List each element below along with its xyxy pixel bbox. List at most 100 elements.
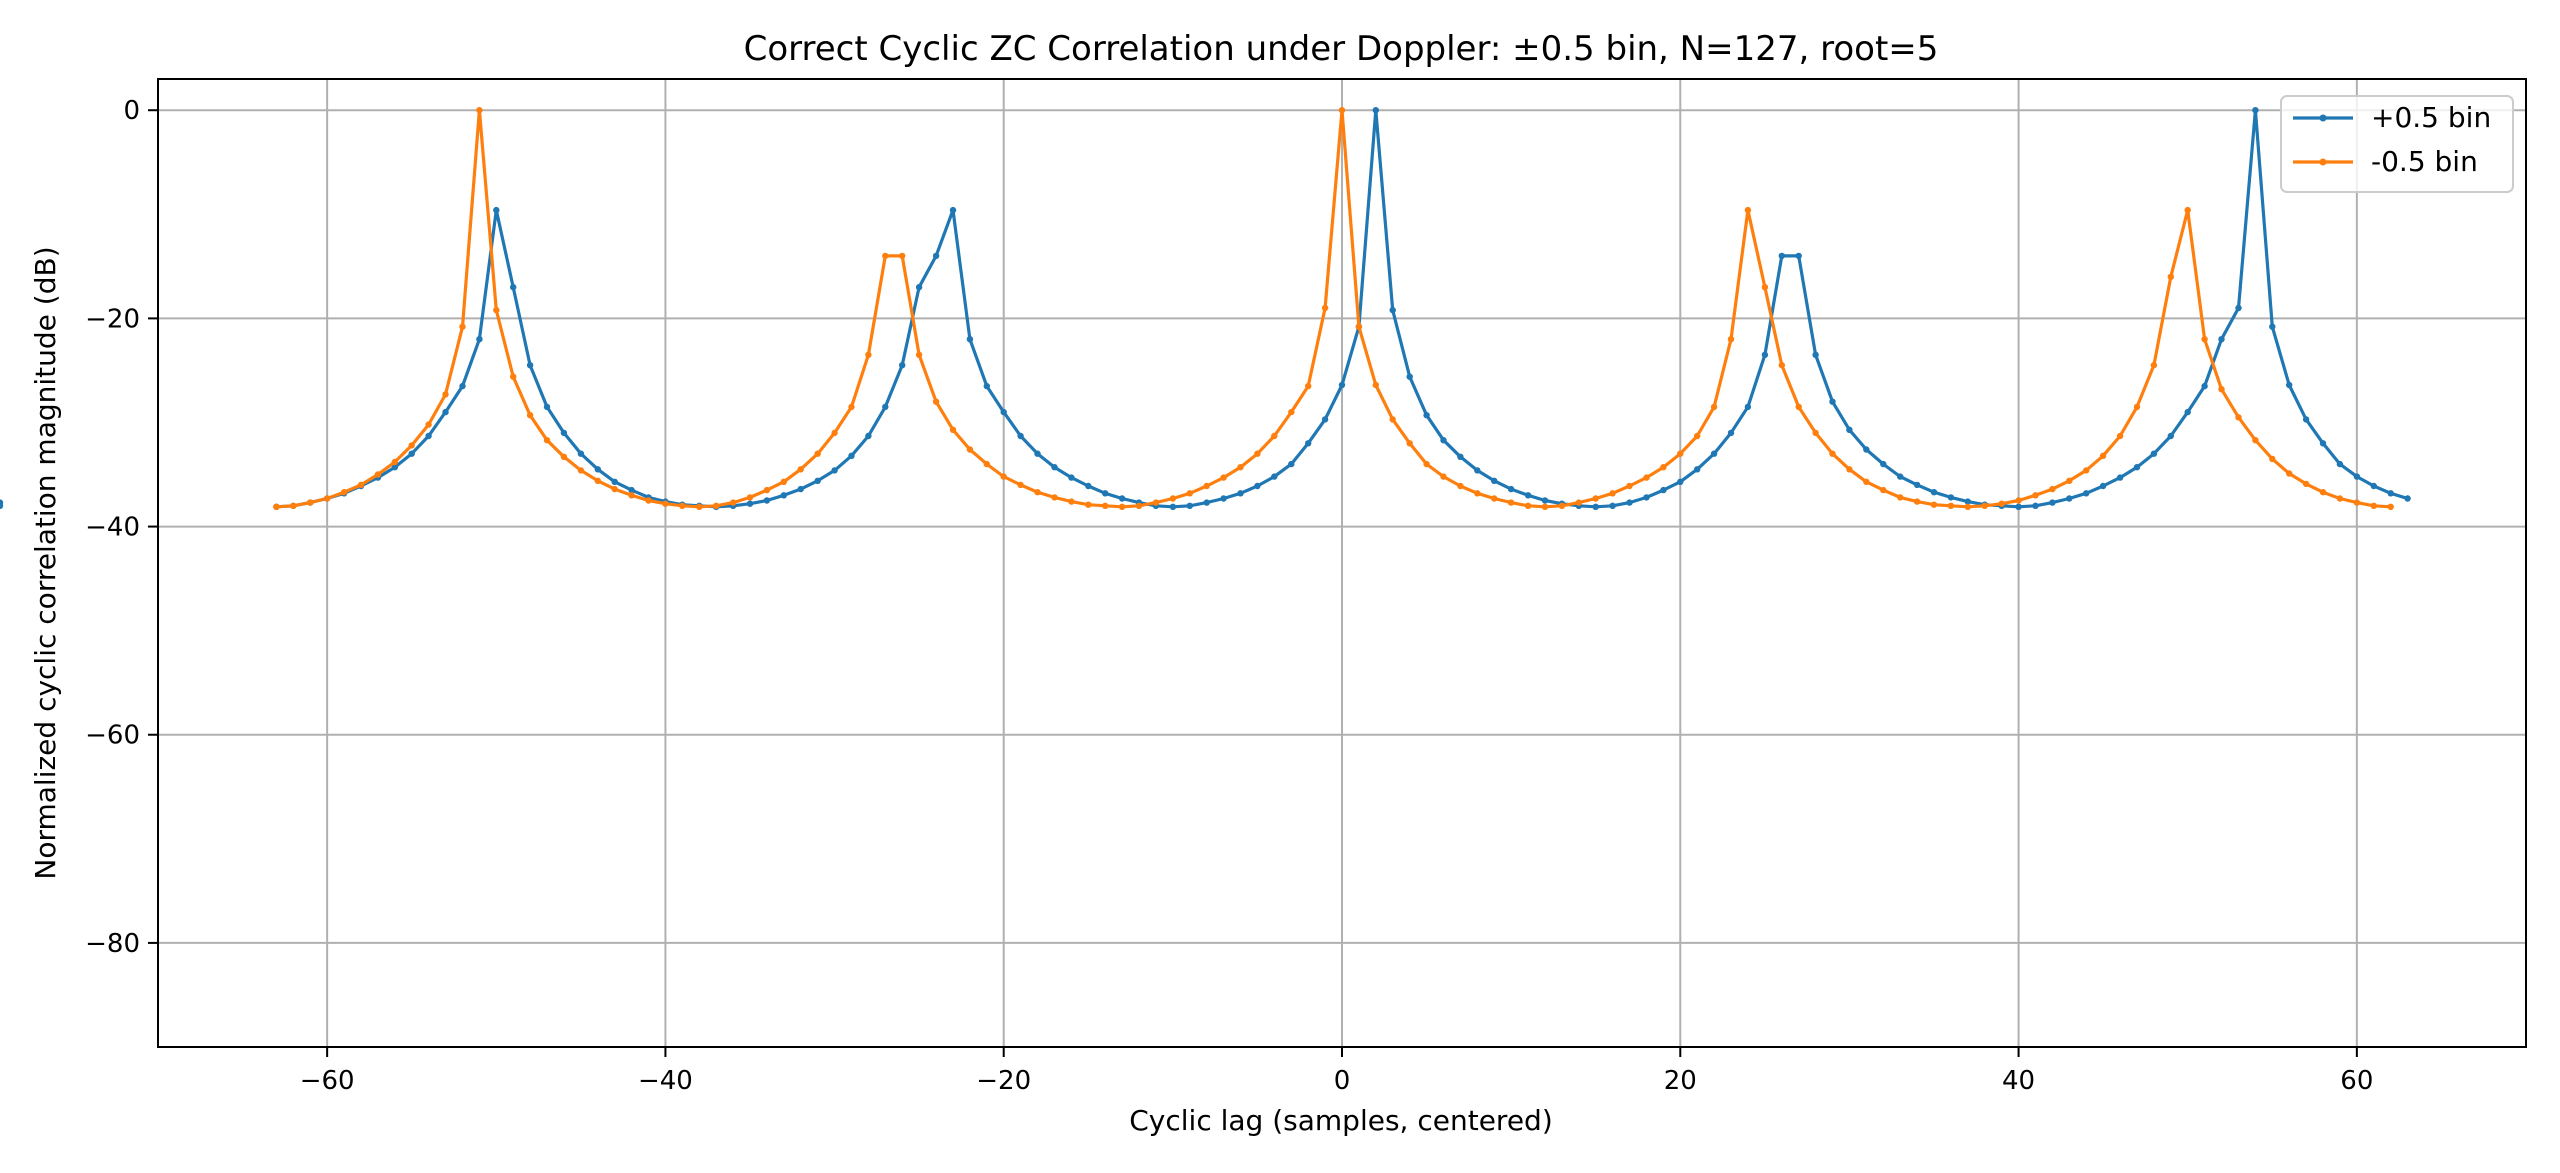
data-point <box>1947 502 1955 509</box>
data-point <box>1694 466 1701 473</box>
data-point <box>1812 351 1819 358</box>
data-point <box>1271 432 1278 440</box>
data-point <box>1930 501 1938 508</box>
data-point <box>915 351 923 358</box>
data-point <box>1609 502 1616 509</box>
data-point <box>2302 480 2310 488</box>
data-point <box>391 458 398 466</box>
data-point <box>1321 304 1329 312</box>
data-point <box>2235 304 2242 312</box>
series-minus-half-bin <box>273 107 2394 510</box>
data-point <box>1237 464 1244 471</box>
data-point <box>797 485 804 493</box>
data-point <box>1795 252 1802 260</box>
data-point <box>1017 432 1024 440</box>
data-point <box>1389 306 1396 314</box>
data-point <box>2370 482 2377 490</box>
data-point <box>2235 414 2242 421</box>
data-point <box>746 500 754 507</box>
data-point <box>1575 499 1583 506</box>
data-point <box>1389 416 1396 423</box>
data-point <box>1034 489 1041 496</box>
data-point <box>1457 482 1464 490</box>
data-point <box>2167 432 2174 440</box>
data-point <box>1440 473 1447 480</box>
data-point <box>915 284 923 291</box>
data-point <box>2269 323 2276 330</box>
x-tick-label: 60 <box>2340 1066 2373 1096</box>
data-point <box>594 477 601 484</box>
data-point <box>2387 490 2394 497</box>
data-point <box>1880 460 1887 468</box>
data-point <box>493 206 500 214</box>
data-point <box>814 450 821 457</box>
series-lines <box>0 107 2411 510</box>
data-point <box>1643 474 1650 481</box>
data-point <box>1372 381 1380 389</box>
data-point <box>1930 489 1938 496</box>
data-point <box>1051 494 1058 501</box>
data-point <box>966 446 974 453</box>
data-point <box>1778 252 1786 260</box>
data-point <box>1863 446 1870 453</box>
data-point <box>983 460 990 468</box>
y-tick-label: −80 <box>85 929 140 959</box>
data-point <box>1778 362 1786 369</box>
data-point <box>763 486 771 494</box>
data-point <box>1660 464 1667 471</box>
data-point <box>1474 490 1481 497</box>
data-point <box>2116 432 2124 440</box>
data-point <box>797 466 804 473</box>
data-point <box>729 499 737 506</box>
data-point <box>899 362 906 369</box>
data-point <box>1305 440 1312 447</box>
data-point <box>2032 502 2039 509</box>
data-point <box>1744 206 1752 214</box>
data-point <box>1507 485 1515 493</box>
data-point <box>1118 495 1126 502</box>
data-point <box>2218 336 2225 343</box>
data-point <box>848 403 855 411</box>
data-point <box>577 450 585 457</box>
data-point <box>1761 284 1769 291</box>
data-point <box>2099 452 2107 459</box>
data-point <box>848 452 855 459</box>
data-point <box>696 503 703 510</box>
data-point <box>1812 429 1819 437</box>
data-point <box>1186 502 1194 509</box>
data-point <box>2099 482 2107 490</box>
data-point <box>1338 107 1346 114</box>
data-point <box>476 107 483 114</box>
data-point <box>510 373 517 380</box>
data-point <box>1000 473 1007 480</box>
data-point <box>1609 490 1616 497</box>
data-point <box>1152 499 1160 506</box>
x-tick-label: −20 <box>976 1066 1031 1096</box>
chart-title: Correct Cyclic ZC Correlation under Dopp… <box>744 29 1939 69</box>
data-point <box>408 450 415 457</box>
data-point <box>442 391 449 398</box>
data-point <box>2015 497 2022 504</box>
data-point <box>560 429 568 437</box>
data-point <box>2116 474 2124 481</box>
x-tick-label: 40 <box>2002 1066 2035 1096</box>
data-point <box>2336 495 2344 502</box>
data-point <box>1660 486 1667 494</box>
legend-swatch-marker <box>2319 158 2327 166</box>
data-point <box>679 502 686 509</box>
data-point <box>290 502 297 509</box>
data-point <box>949 206 957 214</box>
data-point <box>526 362 534 369</box>
data-point <box>2370 502 2377 509</box>
data-point <box>2184 206 2191 214</box>
data-point <box>713 502 720 509</box>
data-point <box>1135 502 1143 509</box>
data-point <box>1913 481 1921 489</box>
data-point <box>1507 499 1515 506</box>
y-axis: 0 −20 −40 −60 −80 <box>85 96 158 959</box>
data-point <box>932 398 940 405</box>
data-point <box>425 421 432 428</box>
data-point <box>1491 477 1498 484</box>
data-point <box>1338 381 1346 389</box>
data-point <box>1102 490 1109 497</box>
